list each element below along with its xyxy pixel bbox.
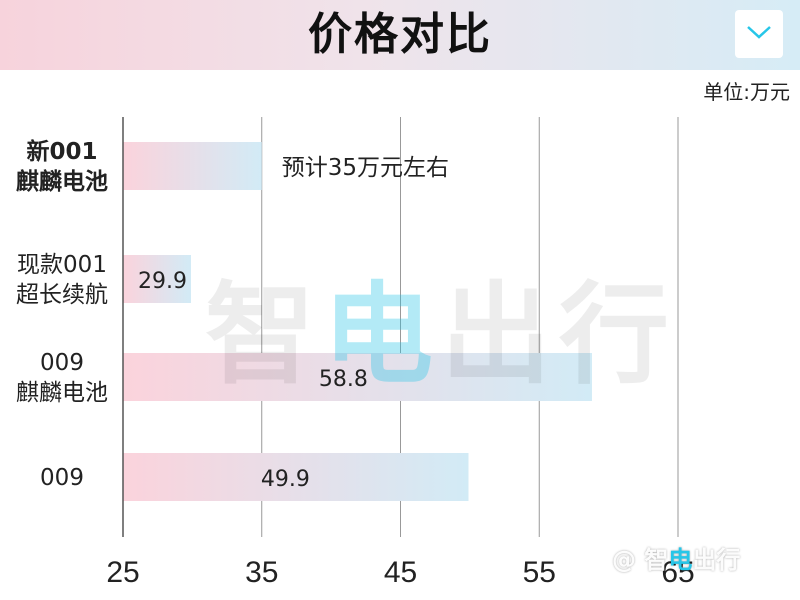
- x-tick-label: 25: [106, 556, 139, 589]
- bar: [123, 353, 592, 401]
- data-label: 49.9: [261, 467, 310, 492]
- x-tick-label: 55: [523, 556, 556, 589]
- category-label: 新001: [26, 138, 97, 165]
- title-banner: [0, 0, 800, 70]
- bar: [123, 255, 191, 303]
- x-tick-label: 35: [245, 556, 278, 589]
- watermark-corner: @ 智电出行: [612, 546, 741, 574]
- category-label: 超长续航: [16, 282, 108, 308]
- category-label: 009: [40, 465, 84, 491]
- bar: [123, 142, 262, 190]
- data-label: 29.9: [138, 269, 187, 294]
- data-label: 预计35万元左右: [282, 155, 449, 181]
- data-label: 58.8: [319, 367, 368, 392]
- unit-label: 单位:万元: [703, 80, 790, 104]
- bar: [123, 453, 469, 501]
- x-tick-label: 45: [384, 556, 417, 589]
- chevron-down-icon: [746, 24, 772, 45]
- page-title: 价格对比: [308, 9, 492, 60]
- category-label: 009: [40, 350, 84, 376]
- x-tick-label: 65: [661, 556, 694, 589]
- category-label: 麒麟电池: [16, 168, 108, 195]
- dropdown-button[interactable]: [735, 10, 783, 58]
- category-label: 麒麟电池: [16, 380, 108, 406]
- category-label: 现款001: [17, 252, 107, 278]
